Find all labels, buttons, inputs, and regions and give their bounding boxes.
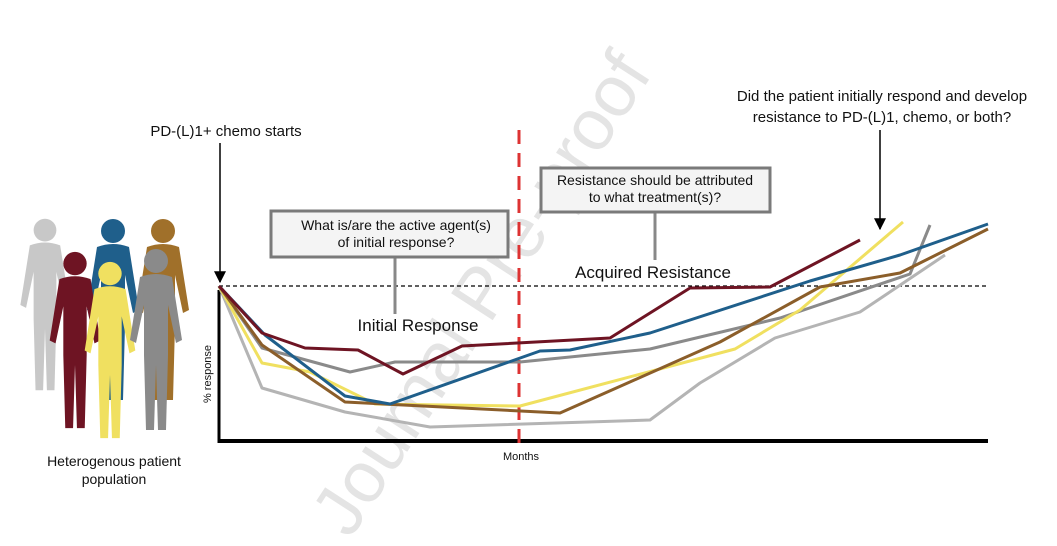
start-label: PD-(L)1+ chemo starts (150, 123, 301, 140)
x-axis-label: Months (503, 451, 540, 463)
question-top: Did the patient initially respond and de… (737, 88, 1027, 126)
y-axis-label: % response (202, 345, 214, 403)
acquired-resistance-label: Acquired Resistance (575, 263, 731, 282)
patient-curves (217, 220, 989, 429)
box-resistance-text: Resistance should be attributed to what t… (557, 172, 753, 205)
patient-figures (20, 218, 189, 439)
curve (217, 238, 861, 376)
watermark: Journal Pre-proof (296, 38, 667, 546)
population-label: Heterogenous patient population (47, 453, 181, 487)
curve (217, 222, 989, 406)
curve (217, 220, 904, 408)
box-resistance (539, 166, 772, 214)
curve (217, 227, 989, 415)
box-initial-text: What is/are the active agent(s) of initia… (301, 217, 491, 250)
initial-response-label: Initial Response (358, 316, 479, 335)
curve (217, 253, 946, 429)
box-initial (269, 209, 510, 259)
